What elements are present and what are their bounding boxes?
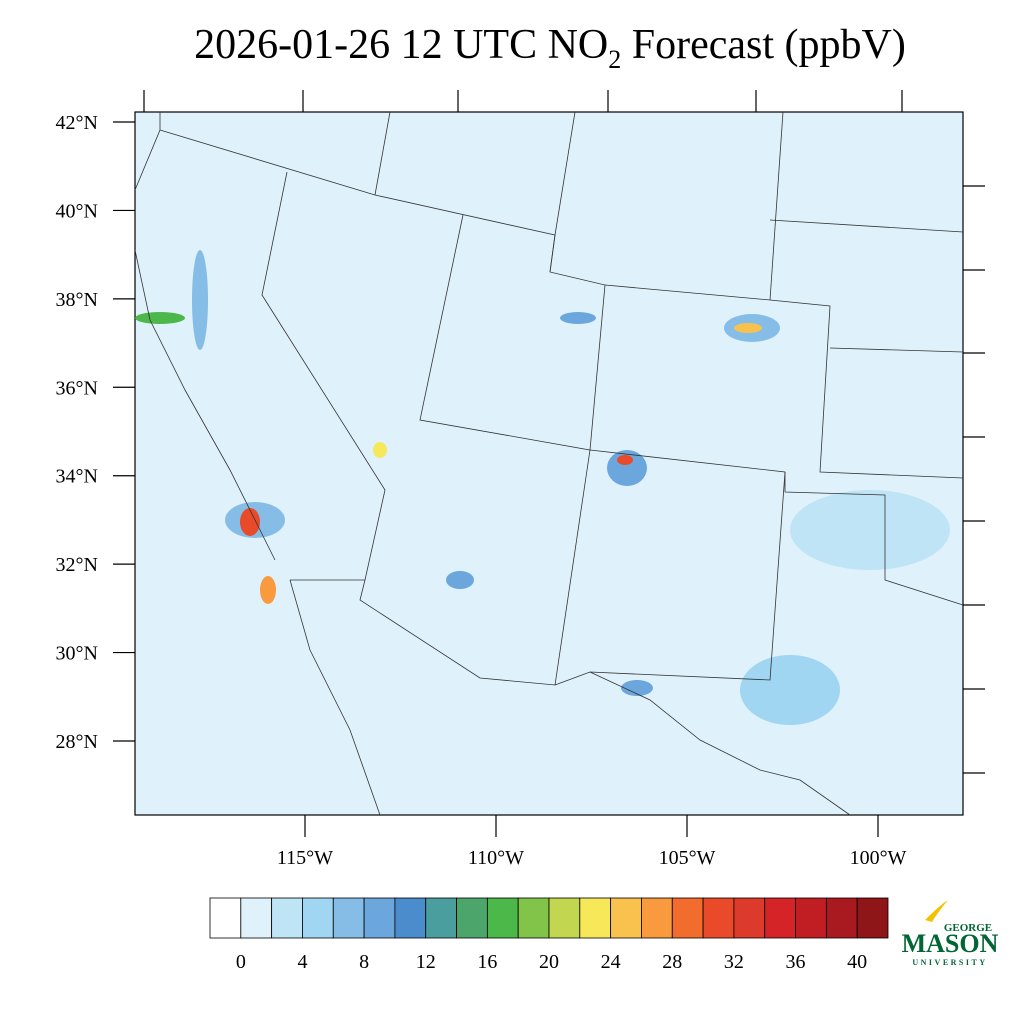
lon-label: 100°W xyxy=(850,847,907,869)
boundaries xyxy=(134,111,964,816)
colorbar-box xyxy=(856,897,889,939)
hotspots xyxy=(135,250,950,725)
colorbar-box xyxy=(271,897,303,939)
title: 2026-01-26 12 UTC NO2 Forecast (ppbV) xyxy=(194,22,906,74)
colorbar-box xyxy=(548,897,581,939)
lon-label: 110°W xyxy=(468,847,524,869)
colorbar-box xyxy=(394,897,427,939)
lat-label: 36°N xyxy=(56,377,98,399)
colorbar-box xyxy=(425,897,457,939)
lon-label: 105°W xyxy=(659,847,716,869)
title-rest: Forecast (ppbV) xyxy=(621,22,906,68)
colorbar-label: 4 xyxy=(297,951,307,973)
colorbar-box xyxy=(302,897,334,939)
colorbar-label: 40 xyxy=(847,951,867,973)
colorbar-box xyxy=(671,897,704,939)
colorbar-box xyxy=(702,897,735,939)
frame-ticks xyxy=(143,90,985,774)
colorbar-box xyxy=(517,897,550,939)
colorbar-label: 28 xyxy=(662,951,682,973)
colorbar-label: 12 xyxy=(416,951,436,973)
colorbar-box xyxy=(641,897,673,939)
colorbar-box xyxy=(825,897,858,939)
colorbar-label: 0 xyxy=(236,951,246,973)
colorbar-box xyxy=(795,897,827,939)
colorbar-box xyxy=(456,897,488,939)
lat-label: 28°N xyxy=(56,731,98,753)
colorbar-label: 16 xyxy=(477,951,497,973)
colorbar-box xyxy=(486,897,519,939)
logo: GEORGE MASON UNIVERSITY xyxy=(902,900,999,967)
colorbar-box xyxy=(733,897,766,939)
colorbar-label: 20 xyxy=(539,951,559,973)
logo-top: GEORGE xyxy=(944,922,992,934)
lat-label: 38°N xyxy=(56,289,98,311)
colorbar-box xyxy=(332,897,365,939)
colorbar-box xyxy=(579,897,612,939)
lat-label: 40°N xyxy=(56,200,98,222)
colorbar-box xyxy=(764,897,796,939)
colorbar-box xyxy=(610,897,642,939)
colorbar-box xyxy=(363,897,396,939)
map-area xyxy=(134,111,964,816)
lat-label: 30°N xyxy=(56,643,98,665)
lat-label: 42°N xyxy=(56,112,98,134)
colorbar-label: 24 xyxy=(601,951,621,973)
colorbar-label: 36 xyxy=(786,951,806,973)
lon-label: 115°W xyxy=(277,847,333,869)
colorbar-box xyxy=(240,897,273,939)
colorbar-label: 32 xyxy=(724,951,744,973)
lat-label: 32°N xyxy=(56,554,98,576)
colorbar-label: 8 xyxy=(359,951,369,973)
title-subscript: 2 xyxy=(608,45,621,74)
lat-label: 34°N xyxy=(56,466,98,488)
logo-bottom: UNIVERSITY xyxy=(912,958,987,967)
logo-main: MASON xyxy=(902,929,999,958)
colorbar-box xyxy=(209,897,242,939)
title-main: 2026-01-26 12 UTC NO xyxy=(194,22,608,68)
